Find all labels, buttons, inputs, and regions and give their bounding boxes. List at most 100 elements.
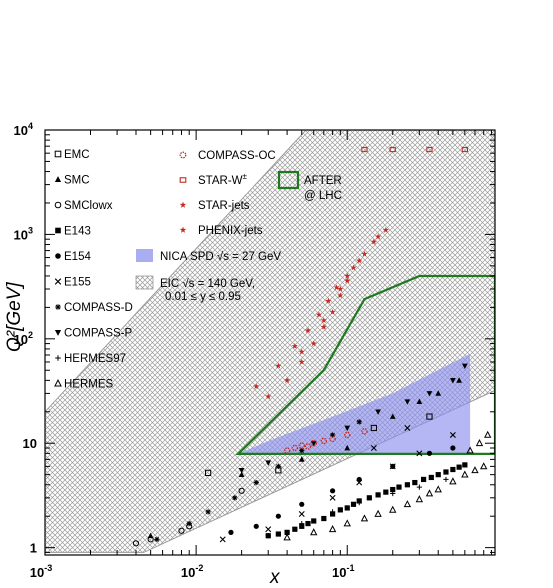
legend-label-compass-oc: COMPASS-OC bbox=[198, 150, 276, 162]
legend-marker-hermes bbox=[54, 379, 62, 387]
data-point bbox=[329, 494, 336, 501]
data-point bbox=[344, 444, 351, 451]
data-point bbox=[382, 226, 389, 233]
legend-label-star-jets: STAR-jets bbox=[198, 200, 250, 212]
data-point bbox=[253, 383, 260, 390]
data-point bbox=[461, 363, 468, 370]
after-lhc-region bbox=[235, 274, 495, 455]
legend-marker-nica-spd bbox=[136, 249, 153, 262]
data-point bbox=[344, 277, 351, 284]
legend-marker-smclowx bbox=[54, 201, 62, 209]
data-point bbox=[238, 487, 245, 494]
data-point bbox=[344, 425, 351, 432]
data-point bbox=[350, 264, 357, 271]
data-point bbox=[205, 509, 211, 515]
data-point bbox=[390, 486, 396, 493]
data-point bbox=[299, 523, 305, 529]
data-point bbox=[238, 467, 245, 474]
data-point bbox=[404, 424, 411, 431]
data-point bbox=[219, 536, 226, 543]
data-point bbox=[416, 484, 422, 490]
data-point bbox=[204, 469, 212, 476]
data-point bbox=[320, 323, 327, 330]
data-point bbox=[370, 424, 377, 432]
data-point bbox=[265, 533, 271, 539]
data-point bbox=[412, 479, 418, 486]
data-point bbox=[299, 447, 305, 454]
series-smc bbox=[147, 377, 462, 539]
series-compass-d bbox=[154, 419, 362, 542]
data-point bbox=[147, 536, 154, 543]
data-point bbox=[275, 463, 281, 469]
data-point bbox=[403, 500, 412, 508]
data-point bbox=[443, 476, 449, 483]
legend-label-compass-p: COMPASS-P bbox=[64, 328, 132, 340]
data-point bbox=[443, 469, 449, 475]
eic-region bbox=[45, 130, 495, 553]
data-point bbox=[304, 327, 312, 334]
series-hermes97 bbox=[265, 476, 449, 539]
legend-marker-compass-d bbox=[55, 304, 61, 310]
data-point bbox=[383, 489, 389, 495]
x-tick-label: 10-3 bbox=[30, 563, 52, 580]
data-point bbox=[283, 533, 291, 541]
data-point bbox=[275, 362, 282, 369]
plot-frame bbox=[44, 129, 496, 556]
legend-marker-star-jets bbox=[179, 201, 187, 208]
legend-label-eic: EIC √s = 140 GeV, bbox=[160, 277, 255, 290]
data-point bbox=[434, 485, 442, 493]
data-point bbox=[265, 460, 272, 466]
data-point bbox=[435, 390, 442, 396]
x-tick-label: 10-2 bbox=[181, 563, 203, 580]
legend-label-nica-spd: NICA SPD √s = 27 GeV bbox=[160, 250, 281, 263]
data-point bbox=[311, 518, 317, 524]
legend-marker-compass-p bbox=[54, 329, 62, 336]
data-point bbox=[404, 482, 410, 488]
legend-label-e154: E154 bbox=[64, 251, 91, 263]
data-point bbox=[450, 378, 456, 384]
legend-marker-eic bbox=[135, 275, 154, 290]
y-tick-label: 10 bbox=[23, 436, 37, 451]
data-point bbox=[154, 536, 160, 542]
data-point bbox=[461, 146, 468, 153]
data-point bbox=[426, 450, 433, 456]
data-point bbox=[389, 463, 396, 470]
x-tick-label: 10-1 bbox=[332, 563, 354, 580]
data-point bbox=[298, 456, 305, 462]
data-point bbox=[299, 501, 305, 507]
data-point bbox=[333, 284, 340, 291]
data-point bbox=[298, 511, 305, 517]
legend-marker-e155 bbox=[54, 278, 62, 285]
legend-label-emc: EMC bbox=[64, 149, 90, 161]
legend-label-phenix-jets: PHENIX-jets bbox=[198, 225, 263, 237]
legend-marker-e154 bbox=[55, 253, 61, 259]
data-point bbox=[426, 413, 433, 420]
legend-marker-smc bbox=[54, 176, 62, 183]
data-point bbox=[320, 437, 328, 445]
data-point bbox=[375, 409, 381, 415]
data-point bbox=[416, 398, 423, 405]
data-point bbox=[361, 146, 368, 153]
data-point bbox=[304, 443, 312, 450]
legend-label-compass-d: COMPASS-D bbox=[64, 302, 133, 314]
data-point bbox=[283, 447, 291, 454]
data-point bbox=[370, 238, 377, 245]
data-point bbox=[265, 393, 272, 400]
legend-label-eic-y-range: 0.01 ≤ y ≤ 0.95 bbox=[165, 291, 241, 303]
data-point bbox=[298, 442, 306, 449]
data-point bbox=[238, 471, 245, 477]
data-point bbox=[426, 391, 433, 397]
data-point bbox=[328, 525, 337, 533]
data-point bbox=[310, 440, 317, 447]
data-point bbox=[356, 479, 363, 486]
data-point bbox=[390, 490, 396, 497]
data-point bbox=[480, 462, 488, 470]
data-point bbox=[366, 495, 372, 501]
legend-label-hermes: HERMES bbox=[64, 379, 114, 391]
series-star-jets bbox=[265, 226, 389, 400]
data-point bbox=[337, 285, 344, 292]
series-phenix-jets bbox=[253, 272, 351, 390]
data-point bbox=[343, 431, 351, 439]
